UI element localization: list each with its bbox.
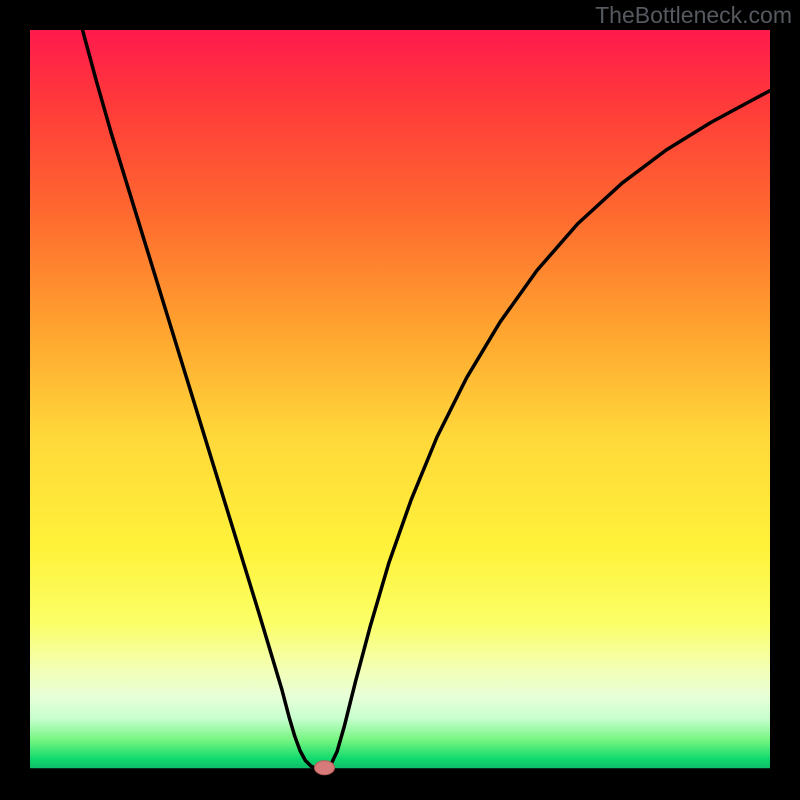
chart-frame: TheBottleneck.com <box>0 0 800 800</box>
watermark-text: TheBottleneck.com <box>595 2 792 29</box>
plot-background <box>30 30 770 770</box>
optimal-point-marker <box>315 761 335 775</box>
bottleneck-chart <box>0 0 800 800</box>
